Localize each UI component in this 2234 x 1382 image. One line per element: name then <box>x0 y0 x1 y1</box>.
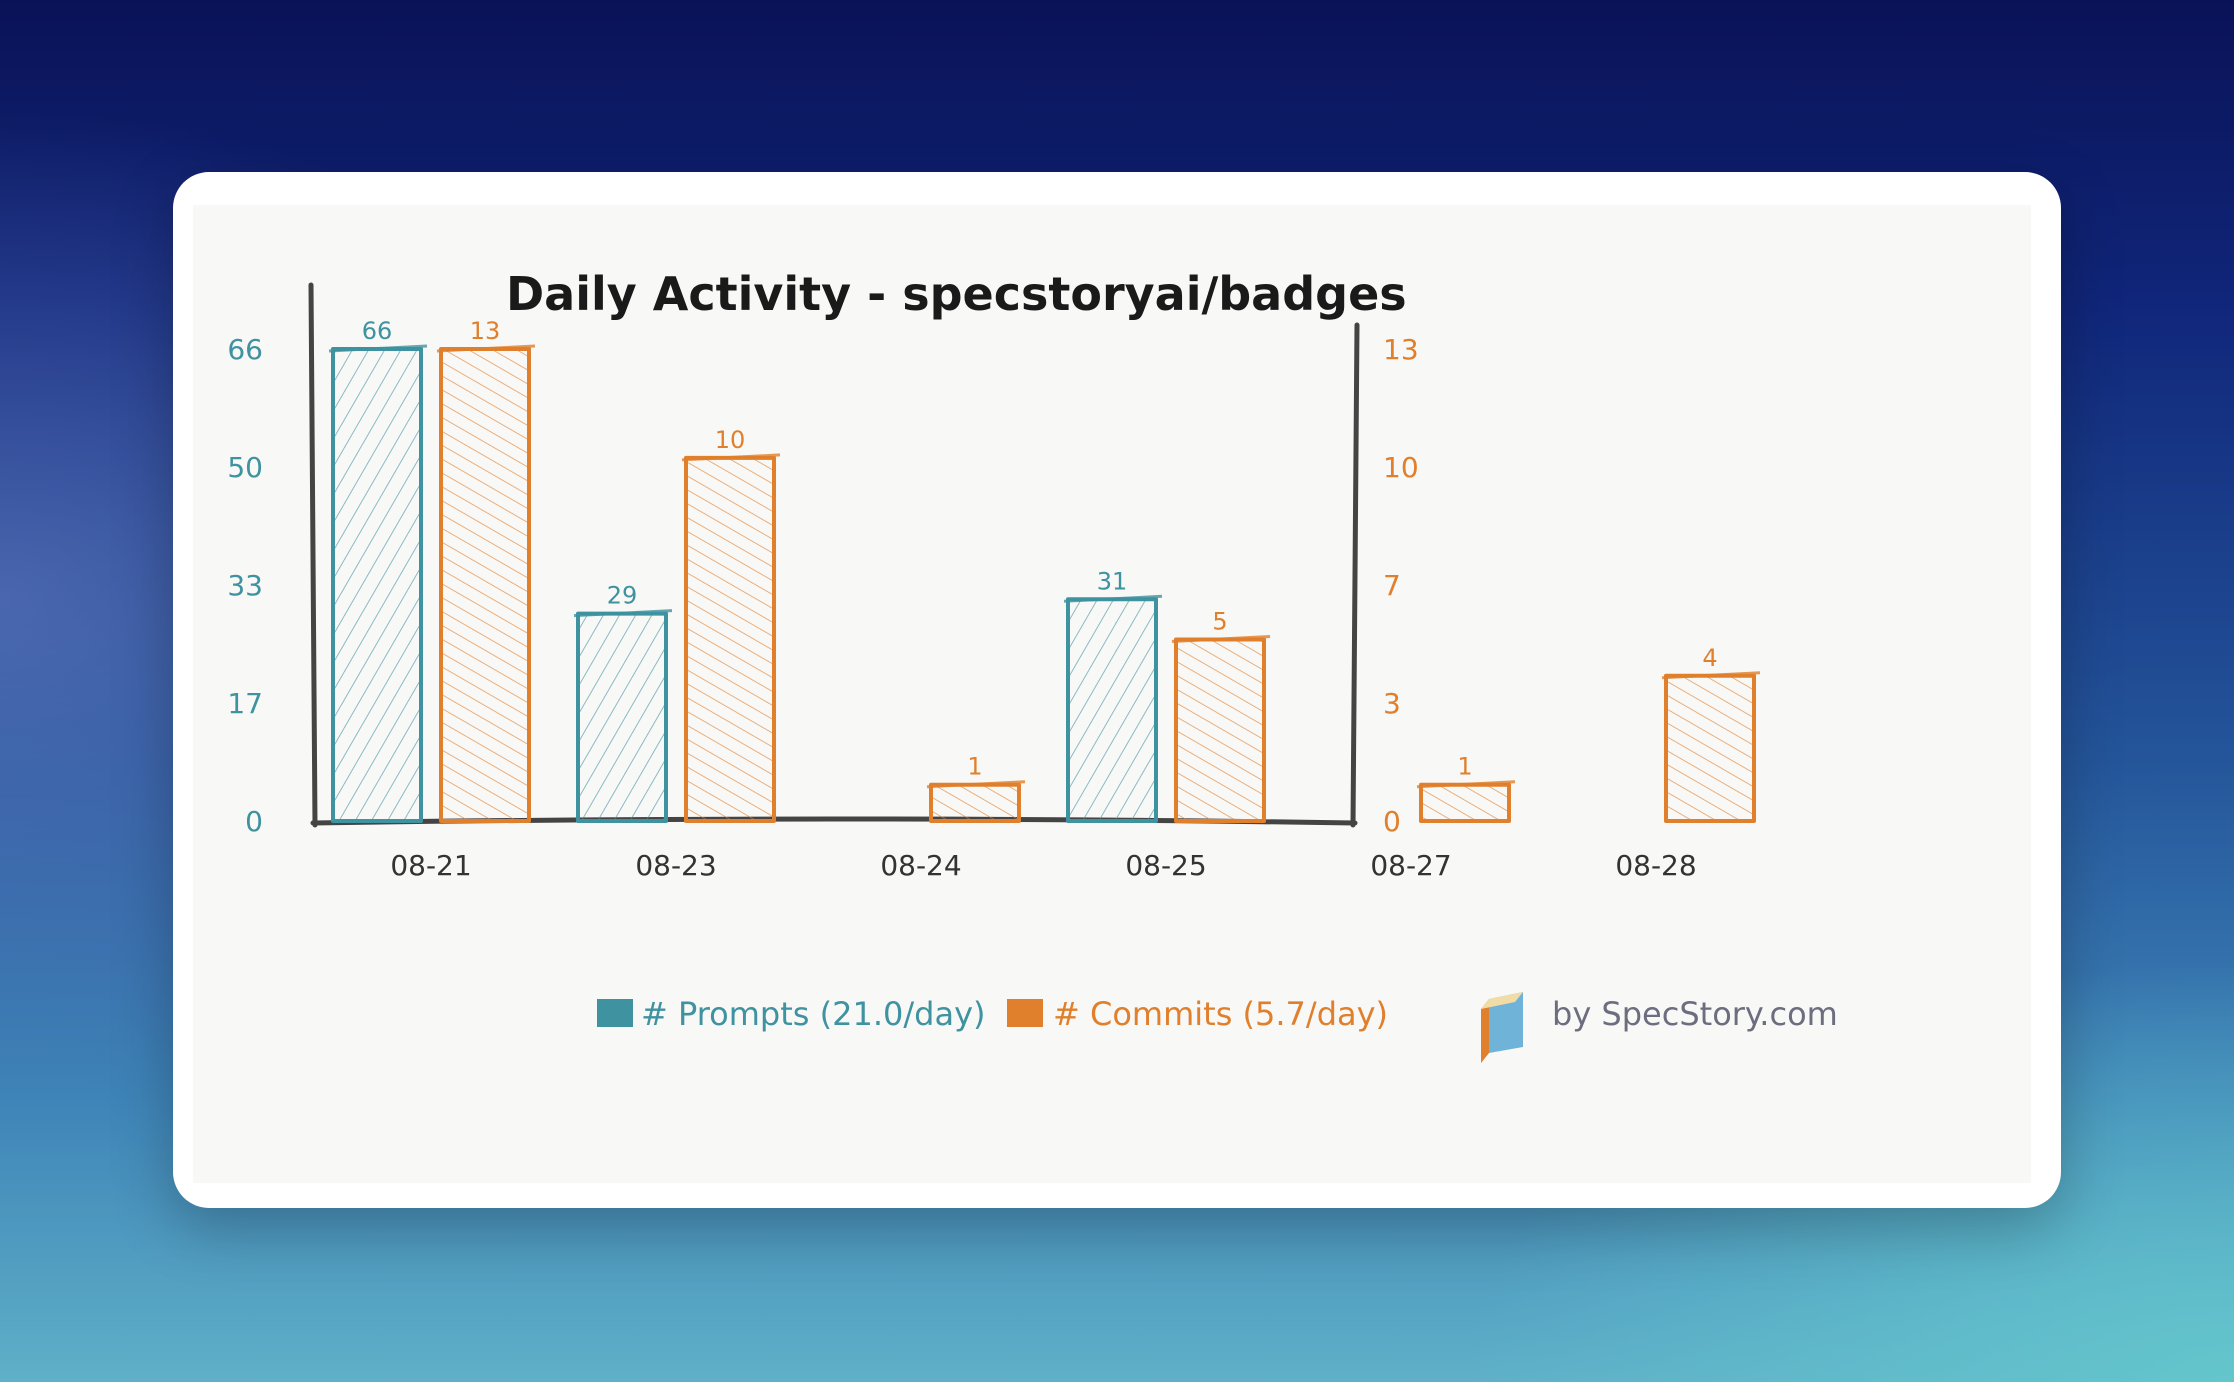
bar-fill-prompts-08-25 <box>1068 599 1156 821</box>
legend-swatch-commits <box>1007 999 1043 1027</box>
bar-sketch-commits-08-27 <box>1416 780 1516 789</box>
chart-legend: # Prompts (21.0/day) # Commits (5.7/day) <box>597 995 1388 1033</box>
y-left-tick-label-66: 66 <box>227 333 263 366</box>
data-label-prompts-08-25: 31 <box>1097 567 1128 595</box>
data-label-commits-08-28: 4 <box>1702 644 1717 672</box>
y-left-tick-label-50: 50 <box>227 451 263 484</box>
x-tick-label-08-24: 08-24 <box>880 849 961 882</box>
bar-sketch-commits-08-23 <box>681 453 781 462</box>
bar-fill-commits-08-25 <box>1176 639 1264 821</box>
x-tick-label-08-25: 08-25 <box>1125 849 1206 882</box>
data-label-commits-08-25: 5 <box>1212 607 1227 635</box>
data-label-commits-08-23: 10 <box>715 426 746 454</box>
bar-sketch-commits-08-25 <box>1171 634 1271 643</box>
data-label-prompts-08-23: 29 <box>607 582 638 610</box>
y-right-tick-label-0: 0 <box>1383 805 1401 838</box>
legend-swatch-prompts <box>597 999 633 1027</box>
book-icon <box>1481 992 1523 1063</box>
x-tick-label-08-21: 08-21 <box>390 849 471 882</box>
bar-fill-prompts-08-23 <box>578 613 666 821</box>
y-left-tick-label-0: 0 <box>245 805 263 838</box>
bar-fill-commits-08-23 <box>686 457 774 821</box>
bar-fill-prompts-08-21 <box>333 349 421 821</box>
bar-sketch-commits-08-21 <box>436 344 536 353</box>
data-label-commits-08-24: 1 <box>967 753 982 781</box>
y-left-tick-label-33: 33 <box>227 569 263 602</box>
left-axis-line <box>308 282 318 828</box>
y-left-tick-label-17: 17 <box>227 687 263 720</box>
chart-ticks: 08-21 08-23 08-24 08-25 08-27 08-280173350660… <box>227 333 1696 882</box>
y-right-tick-label-3: 3 <box>1383 687 1401 720</box>
x-tick-label-08-28: 08-28 <box>1615 849 1696 882</box>
chart-title: Daily Activity - specstoryai/badges <box>506 267 1407 321</box>
y-right-tick-label-7: 7 <box>1383 569 1401 602</box>
y-right-tick-label-10: 10 <box>1383 451 1419 484</box>
data-label-commits-08-27: 1 <box>1457 753 1472 781</box>
legend-label-prompts: # Prompts (21.0/day) <box>641 995 985 1033</box>
bar-fill-commits-08-21 <box>441 349 529 821</box>
data-label-commits-08-21: 13 <box>470 317 501 345</box>
bar-sketch-prompts-08-21 <box>328 344 428 353</box>
x-tick-label-08-23: 08-23 <box>635 849 716 882</box>
bar-sketch-prompts-08-23 <box>573 609 673 618</box>
bar-sketch-commits-08-24 <box>926 780 1026 789</box>
right-axis-line <box>1350 322 1360 828</box>
daily-activity-chart: Daily Activity - specstoryai/badges 66 13… <box>227 267 1838 1063</box>
y-right-tick-label-13: 13 <box>1383 333 1419 366</box>
legend-label-commits: # Commits (5.7/day) <box>1053 995 1388 1033</box>
bar-sketch-commits-08-28 <box>1661 671 1761 680</box>
bar-sketch-prompts-08-25 <box>1063 594 1163 603</box>
branding-label: by SpecStory.com <box>1552 995 1838 1033</box>
bar-fill-commits-08-28 <box>1666 675 1754 821</box>
chart-panel: Daily Activity - specstoryai/badges 66 13… <box>193 205 2031 1183</box>
bar-fill-commits-08-24 <box>931 784 1019 821</box>
x-tick-label-08-27: 08-27 <box>1370 849 1451 882</box>
chart-card: Daily Activity - specstoryai/badges 66 13… <box>173 172 2061 1208</box>
bar-fill-commits-08-27 <box>1421 784 1509 821</box>
chart-bars <box>328 344 1761 824</box>
data-label-prompts-08-21: 66 <box>362 317 393 345</box>
